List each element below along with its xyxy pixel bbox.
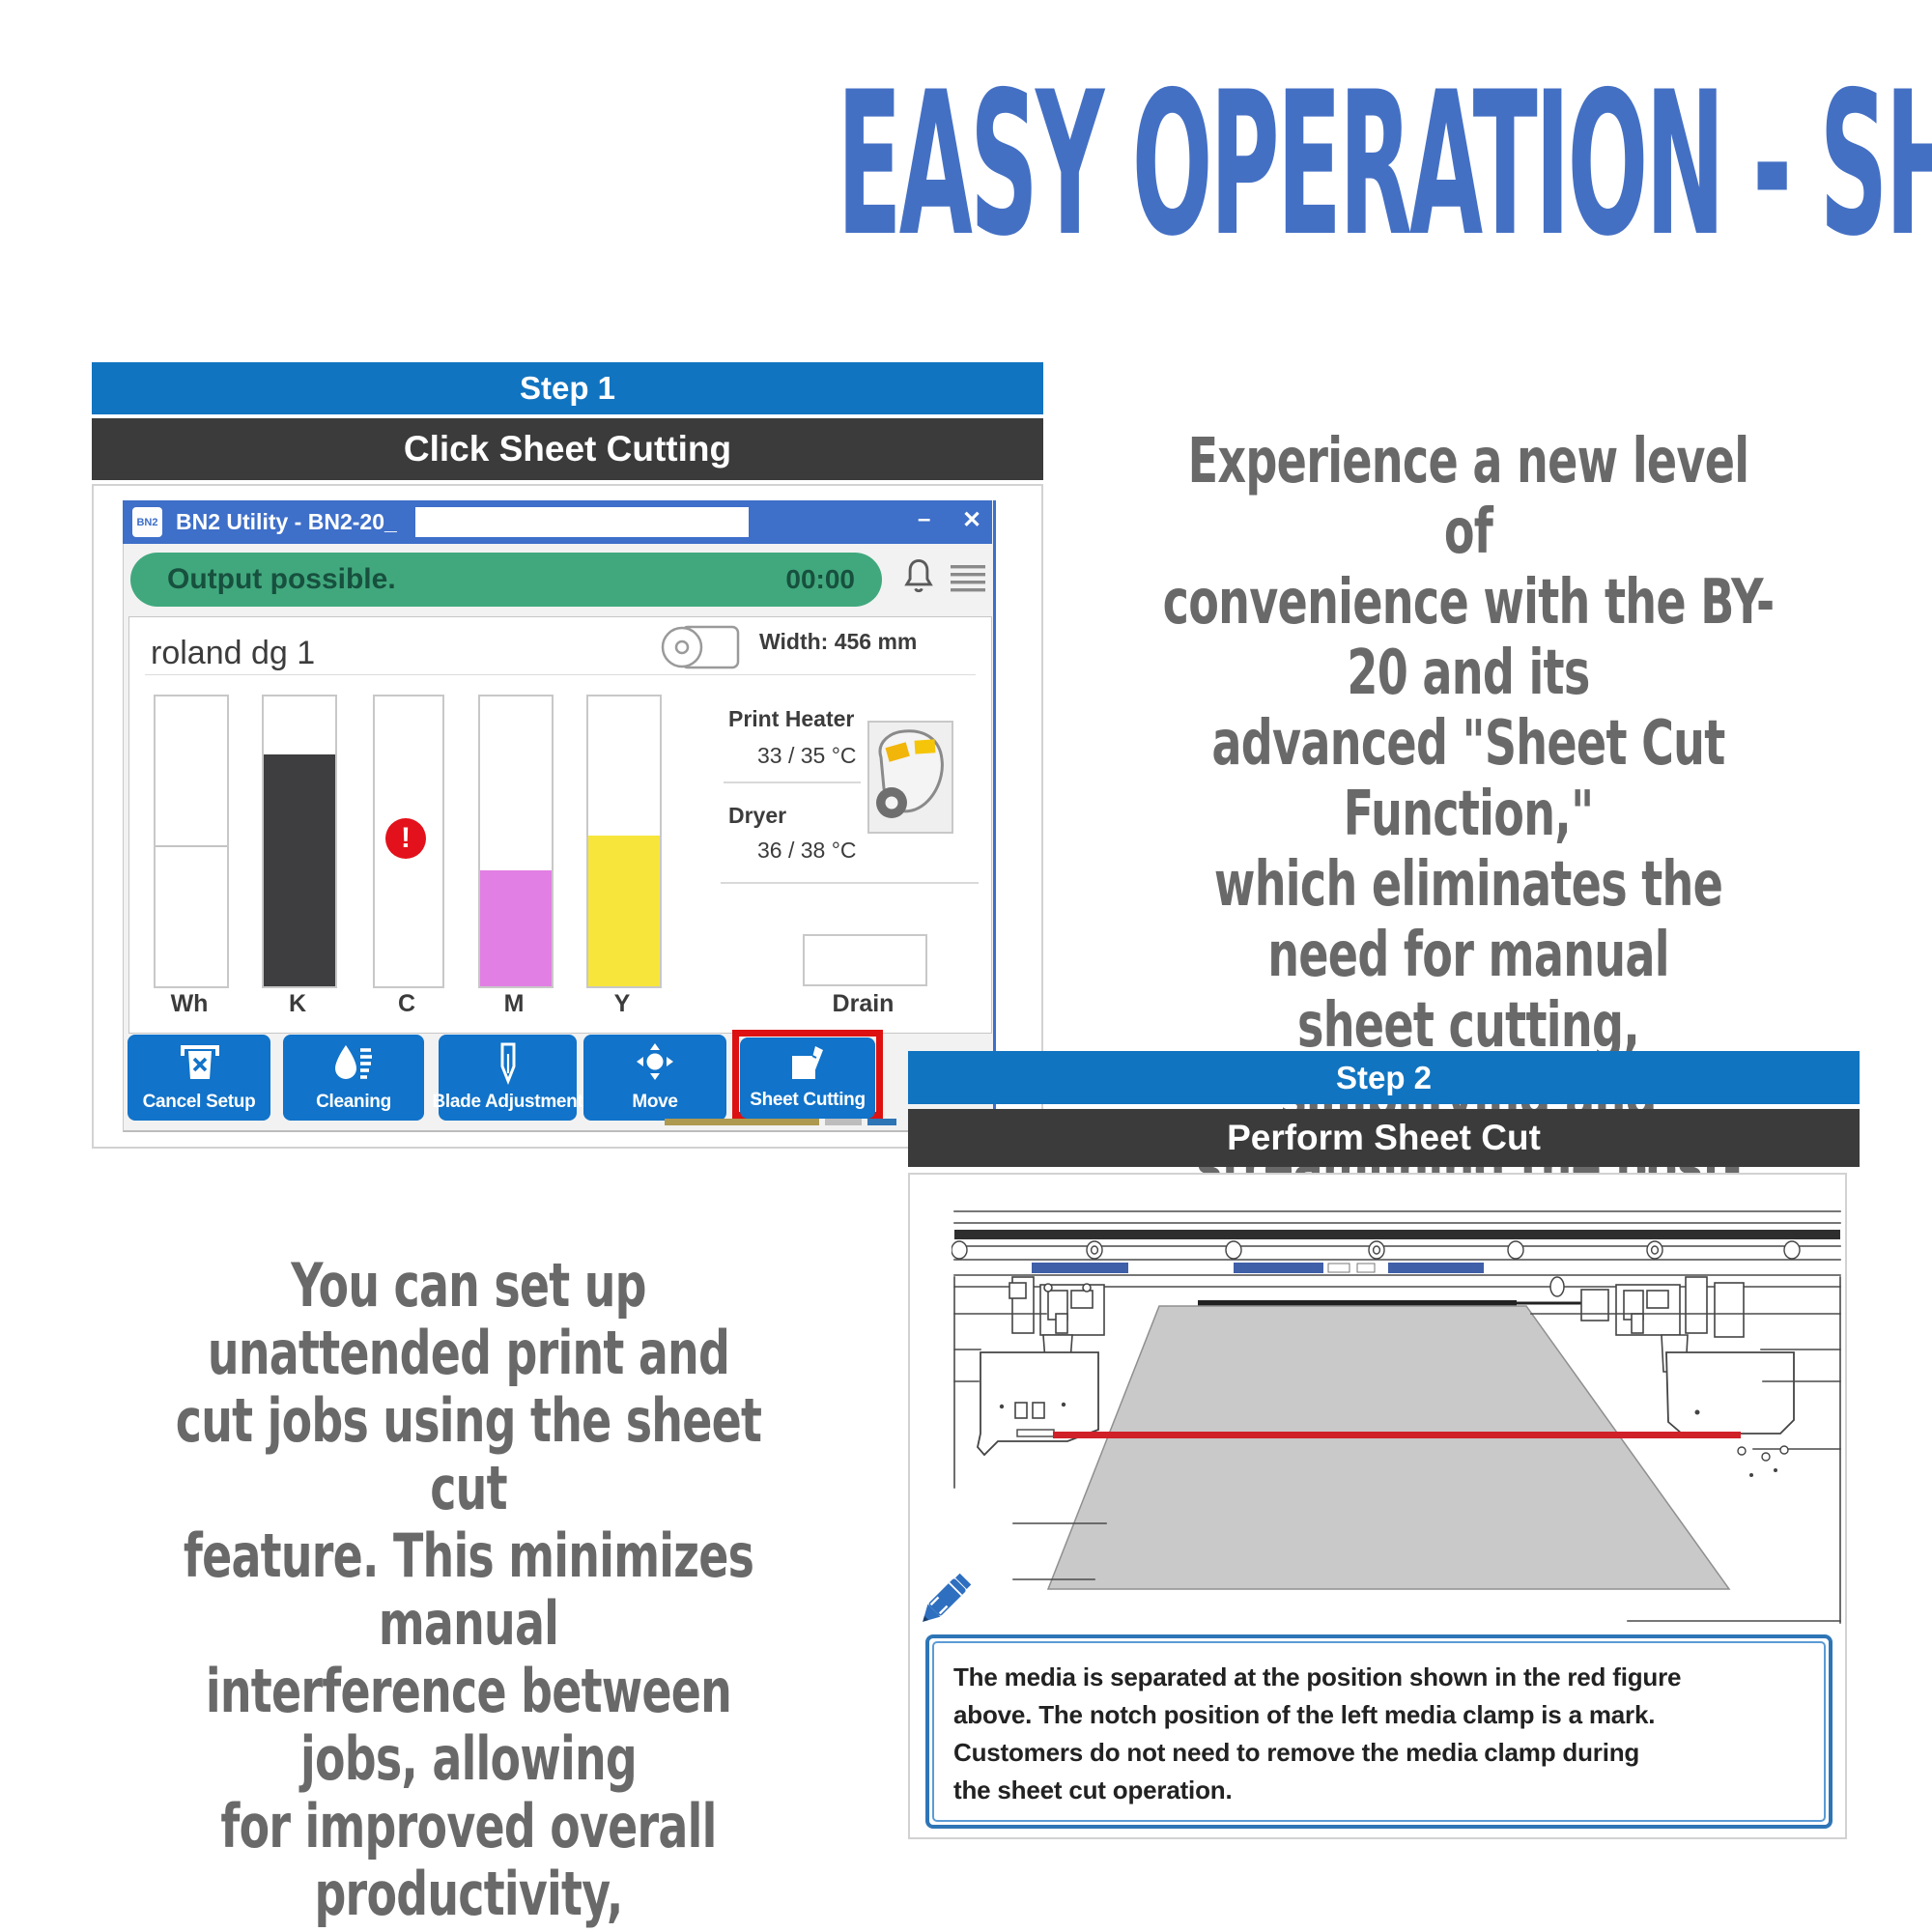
redacted-serial-area: [415, 507, 749, 537]
status-message: Output possible.: [167, 563, 396, 595]
caption-box: The media is separated at the position s…: [925, 1634, 1833, 1829]
cleaning-button[interactable]: Cleaning: [283, 1035, 424, 1121]
minimize-button[interactable]: –: [918, 506, 931, 532]
divider: [721, 882, 979, 884]
media-roll-icon: [659, 617, 750, 682]
print-heater-value: 33 / 35 °C: [757, 743, 857, 768]
status-banner: Output possible. 00:00: [130, 553, 882, 607]
move-icon: [631, 1040, 679, 1090]
step2-subheader: Perform Sheet Cut: [908, 1109, 1860, 1167]
cutter-diagram: [951, 1198, 1845, 1633]
printer-status-panel: roland dg 1 Width: 456 mm ! Wh K C M: [128, 616, 992, 1034]
media-path-thumbnail: [867, 721, 953, 838]
dryer-label: Dryer: [728, 803, 787, 828]
pencil-icon: [898, 1557, 987, 1651]
title-row: EASY OPERATION - SHEET CUT: [0, 64, 1932, 267]
notification-bell-icon[interactable]: [902, 556, 935, 600]
ink-error-icon: !: [385, 818, 426, 859]
ink-level-m: [480, 870, 552, 986]
ink-label-y: Y: [613, 990, 631, 1017]
cancel-setup-label: Cancel Setup: [142, 1092, 256, 1112]
ink-label-k: K: [288, 990, 307, 1017]
ink-label-wh: Wh: [170, 990, 209, 1017]
menu-hamburger-icon[interactable]: [949, 563, 987, 599]
printer-name: roland dg 1: [151, 635, 316, 671]
cancel-setup-button[interactable]: Cancel Setup: [128, 1035, 270, 1121]
move-label: Move: [632, 1092, 678, 1112]
status-timer: 00:00: [785, 564, 855, 594]
cut-line: [1053, 1432, 1741, 1438]
sheet-cutting-button[interactable]: Sheet Cutting: [740, 1037, 875, 1119]
blade-adjustment-icon: [484, 1040, 532, 1090]
step1-header-label: Step 1: [519, 370, 616, 406]
print-heater-label: Print Heater: [728, 706, 855, 731]
ink-level-wh: [156, 845, 227, 986]
ink-bar-wh: [154, 695, 229, 988]
step1-header: Step 1: [92, 362, 1043, 414]
screenshot-artifact: [665, 1119, 819, 1125]
ink-bar-k: [262, 695, 337, 988]
drain-gauge: [803, 934, 927, 986]
ink-level-k: [264, 754, 335, 986]
screenshot-artifact: [825, 1119, 862, 1125]
step2-subheader-label: Perform Sheet Cut: [1227, 1118, 1541, 1157]
divider: [145, 674, 976, 675]
drain-label: Drain: [832, 990, 895, 1017]
step1-subheader-label: Click Sheet Cutting: [403, 429, 732, 469]
ink-label-c: C: [397, 990, 416, 1017]
window-title: BN2 Utility - BN2-20_: [176, 509, 397, 534]
dryer-value: 36 / 38 °C: [757, 838, 857, 863]
move-button[interactable]: Move: [583, 1035, 726, 1121]
step1-subheader: Click Sheet Cutting: [92, 418, 1043, 480]
bn2-app-icon: BN2: [132, 507, 162, 537]
sheet-cutting-label: Sheet Cutting: [750, 1090, 866, 1110]
cleaning-icon: [329, 1040, 378, 1090]
caption-text: The media is separated at the position s…: [932, 1641, 1826, 1822]
ink-bar-m: [478, 695, 554, 988]
media-width-value: Width: 456 mm: [759, 629, 918, 654]
ink-bar-y: [586, 695, 662, 988]
sheet-cutting-icon: [783, 1043, 832, 1091]
divider: [724, 781, 861, 783]
cancel-setup-icon: [175, 1040, 223, 1090]
step2-header-label: Step 2: [1335, 1059, 1433, 1095]
step2-header: Step 2: [908, 1051, 1860, 1104]
benefits-paragraph: You can set up unattended print and cut …: [175, 1250, 763, 1932]
ink-level-y: [588, 836, 660, 986]
cleaning-label: Cleaning: [316, 1092, 391, 1112]
blade-adjustment-button[interactable]: Blade Adjustment: [433, 1035, 583, 1121]
blade-adjustment-label: Blade Adjustment: [432, 1092, 583, 1112]
screenshot-artifact: [867, 1119, 896, 1125]
ink-label-m: M: [503, 990, 525, 1017]
page-title: EASY OPERATION - SHEET CUT: [837, 50, 1932, 280]
close-button[interactable]: ✕: [962, 507, 982, 533]
